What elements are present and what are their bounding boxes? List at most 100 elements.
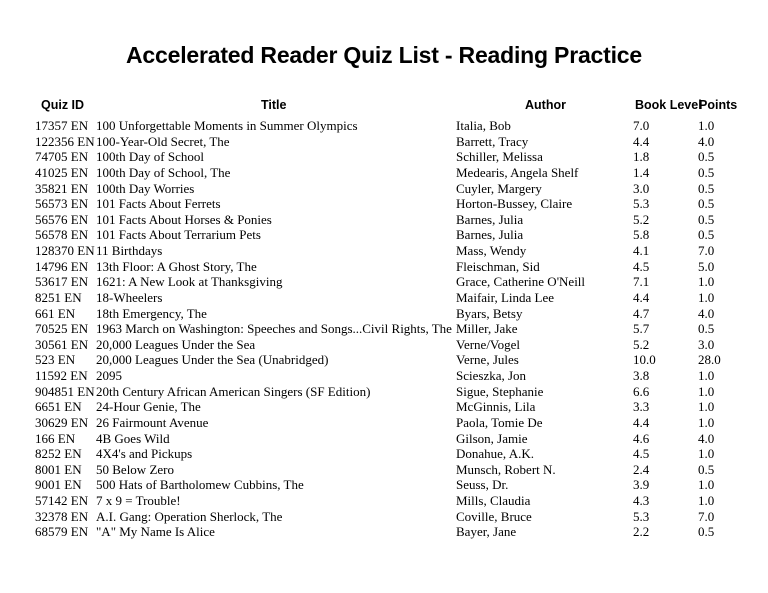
table-row: 70525 EN 1963 March on Washington: Speech… — [0, 321, 768, 337]
cell-points: 0.5 — [698, 461, 715, 477]
table-row: 11592 EN 2095 Scieszka, Jon 3.8 1.0 — [0, 368, 768, 384]
cell-author: Medearis, Angela Shelf — [456, 164, 579, 180]
cell-author: Coville, Bruce — [456, 508, 532, 524]
header-title: Title — [261, 98, 287, 112]
cell-title: 100th Day of School, The — [96, 164, 231, 180]
cell-author: Verne/Vogel — [456, 336, 521, 352]
cell-book-level: 5.8 — [633, 227, 650, 243]
cell-title: 20,000 Leagues Under the Sea — [96, 336, 256, 352]
cell-author: McGinnis, Lila — [456, 399, 536, 415]
table-row: 32378 EN A.I. Gang: Operation Sherlock, T… — [0, 509, 768, 525]
cell-book-level: 7.1 — [633, 274, 650, 290]
cell-points: 0.5 — [698, 524, 715, 540]
cell-author: Bayer, Jane — [456, 524, 517, 540]
cell-title: 4X4's and Pickups — [96, 446, 193, 462]
table-row: 8251 EN 18-Wheelers Maifair, Linda Lee 4.4 1… — [0, 290, 768, 306]
cell-points: 4.0 — [698, 133, 715, 149]
table-row: 17357 EN 100 Unforgettable Moments in Sum… — [0, 118, 768, 134]
cell-points: 1.0 — [698, 383, 715, 399]
cell-quiz-id: 661 EN — [35, 305, 76, 321]
table-row: 35821 EN 100th Day Worries Cuyler, Margery… — [0, 181, 768, 197]
cell-book-level: 4.4 — [633, 133, 650, 149]
cell-quiz-id: 56578 EN — [35, 227, 89, 243]
cell-title: 2095 — [96, 368, 122, 383]
cell-points: 0.5 — [698, 180, 715, 196]
cell-book-level: 2.2 — [633, 524, 650, 540]
cell-title: 500 Hats of Bartholomew Cubbins, The — [96, 477, 304, 493]
cell-points: 1.0 — [698, 368, 715, 383]
cell-points: 1.0 — [698, 477, 715, 493]
cell-quiz-id: 57142 EN — [35, 493, 89, 508]
cell-book-level: 4.1 — [633, 243, 650, 258]
cell-author: Sigue, Stephanie — [456, 383, 544, 399]
table-row: 6651 EN 24-Hour Genie, The McGinnis, Lila 3… — [0, 399, 768, 415]
cell-title: 100 Unforgettable Moments in Summer Olym… — [96, 118, 358, 133]
cell-points: 0.5 — [698, 196, 715, 212]
cell-book-level: 2.4 — [633, 461, 650, 477]
cell-author: Fleischman, Sid — [456, 258, 540, 274]
cell-quiz-id: 904851 EN — [35, 383, 95, 399]
cell-quiz-id: 128370 EN — [35, 243, 95, 258]
cell-author: Schiller, Melissa — [456, 149, 543, 165]
cell-points: 4.0 — [698, 305, 715, 321]
cell-book-level: 3.3 — [633, 399, 650, 415]
cell-title: 20th Century African American Singers (S… — [96, 383, 371, 399]
cell-title: A.I. Gang: Operation Sherlock, The — [96, 508, 283, 524]
cell-quiz-id: 166 EN — [35, 430, 76, 446]
cell-points: 0.5 — [698, 164, 715, 180]
cell-book-level: 4.4 — [633, 289, 650, 305]
cell-book-level: 5.3 — [633, 508, 650, 524]
cell-title: 100-Year-Old Secret, The — [96, 133, 230, 149]
cell-title: 4B Goes Wild — [96, 430, 170, 446]
cell-book-level: 5.2 — [633, 211, 650, 227]
header-points: Points — [699, 98, 738, 112]
cell-points: 1.0 — [698, 414, 715, 430]
cell-quiz-id: 35821 EN — [35, 180, 89, 196]
cell-author: Italia, Bob — [456, 118, 511, 133]
cell-book-level: 4.4 — [633, 414, 650, 430]
cell-points: 5.0 — [698, 258, 715, 274]
cell-title: 50 Below Zero — [96, 461, 174, 477]
table-row: 523 EN 20,000 Leagues Under the Sea (Unab… — [0, 352, 768, 368]
cell-quiz-id: 8001 EN — [35, 461, 82, 477]
quiz-table: 17357 EN 100 Unforgettable Moments in Sum… — [0, 118, 768, 540]
cell-title: 100th Day Worries — [96, 180, 195, 196]
cell-book-level: 6.6 — [633, 383, 650, 399]
cell-quiz-id: 30561 EN — [35, 336, 89, 352]
cell-author: Horton-Bussey, Claire — [456, 196, 573, 212]
cell-title: 18th Emergency, The — [96, 305, 207, 321]
page-title: Accelerated Reader Quiz List - Reading P… — [126, 42, 642, 68]
cell-points: 28.0 — [698, 352, 721, 368]
cell-points: 0.5 — [698, 321, 715, 337]
table-row: 904851 EN 20th Century African American S… — [0, 384, 768, 400]
cell-book-level: 4.3 — [633, 493, 650, 508]
cell-title: 101 Facts About Terrarium Pets — [96, 227, 261, 243]
table-row: 56576 EN 101 Facts About Horses & Ponies B… — [0, 212, 768, 228]
cell-points: 1.0 — [698, 289, 715, 305]
table-row: 8252 EN 4X4's and Pickups Donahue, A.K. 4.5… — [0, 446, 768, 462]
cell-quiz-id: 11592 EN — [35, 368, 88, 383]
cell-author: Barrett, Tracy — [456, 133, 529, 149]
table-row: 56578 EN 101 Facts About Terrarium Pets Ba… — [0, 227, 768, 243]
header-quiz-id: Quiz ID — [41, 98, 85, 112]
cell-book-level: 5.3 — [633, 196, 650, 212]
cell-quiz-id: 32378 EN — [35, 508, 89, 524]
table-row: 9001 EN 500 Hats of Bartholomew Cubbins, … — [0, 477, 768, 493]
cell-title: 7 x 9 = Trouble! — [96, 493, 181, 508]
table-row: 30629 EN 26 Fairmount Avenue Paola, Tomie … — [0, 415, 768, 431]
cell-quiz-id: 74705 EN — [35, 149, 89, 165]
cell-quiz-id: 70525 EN — [35, 321, 89, 337]
table-row: 661 EN 18th Emergency, The Byars, Betsy 4.7… — [0, 306, 768, 322]
table-row: 53617 EN 1621: A New Look at Thanksgiving… — [0, 274, 768, 290]
cell-author: Byars, Betsy — [456, 305, 523, 321]
cell-points: 1.0 — [698, 493, 715, 508]
cell-book-level: 7.0 — [633, 118, 650, 133]
table-row: 41025 EN 100th Day of School, The Medearis… — [0, 165, 768, 181]
cell-points: 7.0 — [698, 508, 715, 524]
cell-quiz-id: 523 EN — [35, 352, 76, 368]
cell-author: Seuss, Dr. — [456, 477, 509, 493]
cell-book-level: 1.8 — [633, 149, 650, 165]
cell-points: 0.5 — [698, 149, 715, 165]
cell-book-level: 3.0 — [633, 180, 650, 196]
cell-title: 101 Facts About Horses & Ponies — [96, 211, 272, 227]
